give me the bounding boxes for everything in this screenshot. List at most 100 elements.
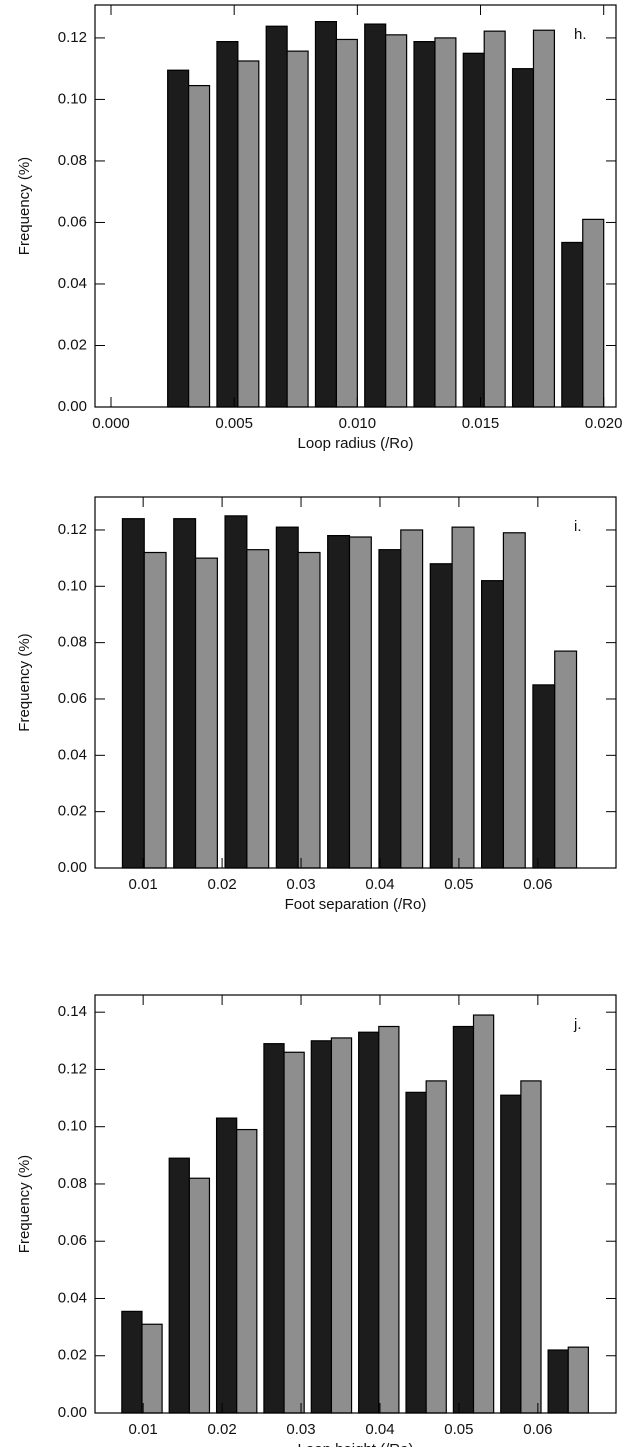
bar <box>237 60 260 408</box>
bar <box>582 218 605 408</box>
y-tick-label: 0.08 <box>58 1175 87 1192</box>
bar <box>275 526 299 869</box>
bar <box>434 37 457 408</box>
bar <box>246 549 270 869</box>
y-tick-label: 0.08 <box>58 152 87 169</box>
y-tick-label: 0.02 <box>58 336 87 353</box>
panel-label: h. <box>574 26 587 43</box>
y-tick-label: 0.08 <box>58 634 87 651</box>
x-axis-title: Loop radius (/Ro) <box>298 435 414 452</box>
bar <box>451 526 475 869</box>
y-tick-label: 0.04 <box>58 1289 87 1306</box>
y-axis-title: Frequency (%) <box>16 157 33 255</box>
bar <box>567 1346 589 1414</box>
bar <box>167 69 190 408</box>
bar <box>168 1157 190 1414</box>
bar <box>286 50 309 408</box>
bar <box>385 34 408 408</box>
bar <box>188 84 211 408</box>
bar <box>314 21 338 408</box>
x-tick-label: 0.000 <box>92 415 130 432</box>
bar <box>500 1094 522 1414</box>
x-tick-label: 0.03 <box>286 1421 315 1438</box>
x-tick-label: 0.03 <box>286 876 315 893</box>
bar <box>330 1037 353 1414</box>
bar <box>216 41 239 408</box>
bar <box>532 684 556 869</box>
bar <box>188 1177 211 1414</box>
bar <box>265 25 288 408</box>
bar <box>405 1091 427 1414</box>
x-axis-title: Foot separation (/Ro) <box>285 896 427 913</box>
bar <box>224 515 248 869</box>
x-tick-label: 0.05 <box>444 1421 473 1438</box>
bar <box>413 41 436 408</box>
x-tick-label: 0.04 <box>365 876 394 893</box>
bar <box>263 1043 285 1414</box>
y-tick-label: 0.02 <box>58 803 87 820</box>
bar <box>364 23 387 408</box>
bar <box>429 563 453 869</box>
plot-frame <box>94 994 617 1414</box>
bar <box>283 1051 305 1414</box>
bar <box>143 551 167 869</box>
bar <box>173 518 197 869</box>
bar <box>462 52 485 408</box>
y-tick-label: 0.04 <box>58 275 87 292</box>
x-tick-label: 0.005 <box>215 415 253 432</box>
bar <box>335 38 358 408</box>
x-tick-label: 0.01 <box>129 1421 158 1438</box>
bar <box>561 241 584 408</box>
y-axis-title: Frequency (%) <box>16 1155 33 1253</box>
bar <box>348 536 372 869</box>
bar <box>297 551 321 869</box>
bar <box>502 532 526 869</box>
bar <box>483 30 506 408</box>
bar <box>121 1310 143 1414</box>
y-tick-label: 0.06 <box>58 1232 87 1249</box>
x-tick-label: 0.05 <box>444 876 473 893</box>
y-tick-label: 0.12 <box>58 1060 87 1077</box>
x-tick-label: 0.01 <box>129 876 158 893</box>
bar <box>310 1040 333 1414</box>
x-tick-label: 0.020 <box>585 415 623 432</box>
plot-frame <box>94 4 617 408</box>
bar <box>452 1025 475 1414</box>
bar <box>532 29 556 408</box>
x-tick-label: 0.02 <box>207 1421 236 1438</box>
x-tick-label: 0.02 <box>207 876 236 893</box>
bar <box>327 534 351 869</box>
bar <box>554 650 578 869</box>
bar <box>236 1128 258 1414</box>
plot-frame <box>94 496 617 869</box>
y-tick-label: 0.02 <box>58 1347 87 1364</box>
y-tick-label: 0.00 <box>58 398 87 415</box>
bar <box>472 1014 495 1414</box>
y-tick-label: 0.12 <box>58 521 87 538</box>
x-tick-label: 0.04 <box>365 1421 394 1438</box>
y-tick-label: 0.10 <box>58 90 87 107</box>
y-tick-label: 0.04 <box>58 746 87 763</box>
y-tick-label: 0.12 <box>58 29 87 46</box>
panel-label: j. <box>573 1016 582 1033</box>
bar <box>378 1025 400 1414</box>
x-axis-title: Loop height (/Ro) <box>298 1441 414 1447</box>
y-tick-label: 0.00 <box>58 1404 87 1421</box>
bar <box>378 549 402 869</box>
bar <box>400 529 424 869</box>
panel-label: i. <box>574 518 582 535</box>
bar <box>481 580 505 869</box>
bar <box>215 1117 238 1414</box>
bar <box>511 68 535 408</box>
y-tick-label: 0.10 <box>58 577 87 594</box>
bar <box>425 1080 447 1414</box>
bar <box>358 1031 380 1414</box>
x-tick-label: 0.06 <box>523 876 552 893</box>
bar <box>141 1323 163 1414</box>
y-tick-label: 0.06 <box>58 690 87 707</box>
y-tick-label: 0.10 <box>58 1118 87 1135</box>
bar <box>121 518 145 869</box>
y-tick-label: 0.00 <box>58 859 87 876</box>
